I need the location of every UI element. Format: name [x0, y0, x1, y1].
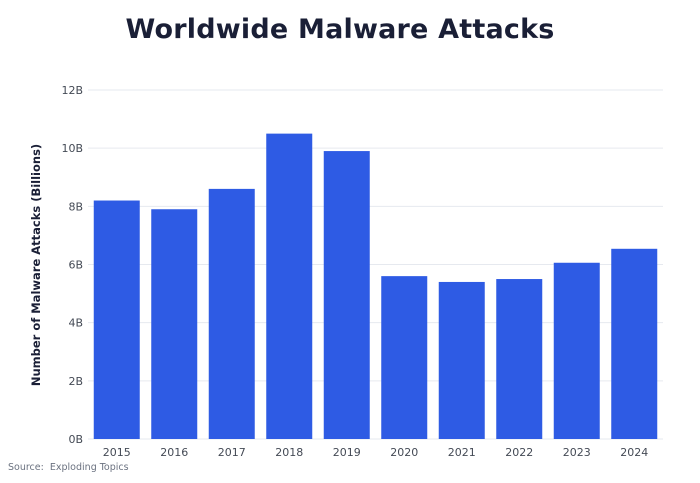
- y-tick-label: 12B: [61, 84, 83, 97]
- x-tick-label: 2016: [160, 446, 188, 459]
- x-axis-ticks: 2015 2016 2017 2018 2019 2020 2021 2022 2023 2024: [103, 446, 649, 459]
- x-tick-label: 2019: [333, 446, 361, 459]
- bar-2016: [151, 209, 198, 439]
- source-value: Exploding Topics: [49, 462, 129, 473]
- bar-2024: [611, 248, 658, 439]
- bar-2015: [93, 200, 140, 439]
- y-tick-label: 8B: [68, 200, 83, 213]
- bar-2021: [438, 281, 485, 439]
- x-tick-label: 2024: [620, 446, 648, 459]
- chart-title: Worldwide Malware Attacks: [125, 14, 555, 45]
- bar-2023: [553, 262, 600, 439]
- x-tick-label: 2023: [563, 446, 591, 459]
- x-tick-label: 2015: [103, 446, 131, 459]
- x-tick-label: 2022: [505, 446, 533, 459]
- x-tick-label: 2020: [390, 446, 418, 459]
- bar-2020: [381, 276, 428, 439]
- source-note: Source: Exploding Topics: [8, 462, 129, 473]
- y-tick-label: 6B: [68, 259, 83, 272]
- source-label: Source:: [8, 462, 44, 473]
- x-tick-label: 2018: [275, 446, 303, 459]
- x-tick-label: 2021: [448, 446, 476, 459]
- bar-2022: [496, 279, 543, 439]
- y-axis-label: Number of Malware Attacks (Billions): [29, 144, 43, 386]
- bars: [93, 133, 658, 439]
- y-tick-label: 4B: [68, 317, 83, 330]
- y-tick-label: 0B: [68, 433, 83, 446]
- bar-2017: [208, 188, 255, 439]
- y-tick-label: 2B: [68, 375, 83, 388]
- bar-2019: [323, 151, 370, 439]
- y-tick-label: 10B: [61, 142, 83, 155]
- y-axis-ticks: 0B 2B 4B 6B 8B 10B 12B: [61, 84, 83, 446]
- bar-2018: [266, 133, 313, 439]
- x-tick-label: 2017: [218, 446, 246, 459]
